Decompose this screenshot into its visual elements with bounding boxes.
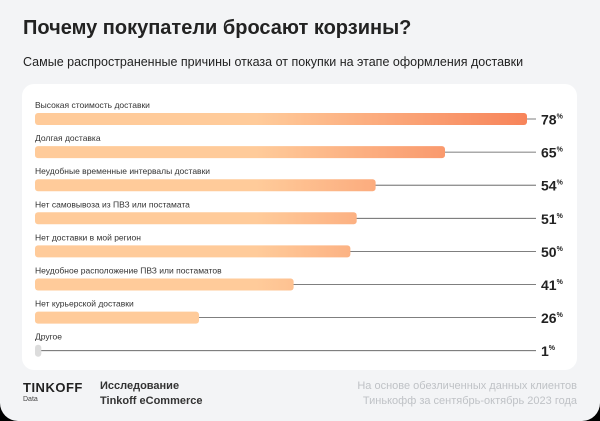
category-label: Нет курьерской доставки bbox=[35, 299, 134, 309]
bar bbox=[35, 179, 376, 192]
percent-sign: % bbox=[557, 279, 564, 286]
percent-sign: % bbox=[557, 147, 564, 154]
category-label: Нет самовывоза из ПВЗ или постамата bbox=[35, 199, 190, 209]
value-label: 26% bbox=[541, 310, 564, 326]
chart-subtitle: Самые распространенные причины отказа от… bbox=[23, 55, 524, 69]
percent-sign: % bbox=[557, 114, 564, 121]
bar bbox=[35, 245, 351, 258]
logo-subtitle: Data bbox=[23, 396, 38, 403]
value-label: 65% bbox=[541, 145, 564, 161]
study-line-1: Исследование bbox=[100, 380, 180, 392]
percent-sign: % bbox=[549, 345, 556, 352]
percent-sign: % bbox=[557, 213, 564, 220]
category-label: Неудобное расположение ПВЗ или постамато… bbox=[35, 266, 222, 276]
chart-title: Почему покупатели бросают корзины? bbox=[23, 17, 412, 39]
study-label: Исследование Tinkoff eCommerce bbox=[100, 379, 203, 409]
value-label: 51% bbox=[541, 211, 564, 227]
source-note-line-1: На основе обезличенных данных клиентов bbox=[357, 380, 577, 392]
value-label: 41% bbox=[541, 277, 564, 293]
percent-sign: % bbox=[557, 312, 564, 319]
bar bbox=[35, 146, 445, 159]
source-note-line-2: Тинькофф за сентябрь-октябрь 2023 года bbox=[362, 395, 577, 407]
category-label: Другое bbox=[35, 332, 62, 342]
value-label: 54% bbox=[541, 178, 564, 194]
percent-sign: % bbox=[557, 246, 564, 253]
tinkoff-logo: TINKOFF bbox=[23, 380, 83, 395]
study-line-2: Tinkoff eCommerce bbox=[100, 395, 203, 407]
bar bbox=[35, 212, 357, 225]
category-label: Нет доставки в мой регион bbox=[35, 232, 141, 242]
bar bbox=[35, 311, 199, 324]
percent-sign: % bbox=[557, 180, 564, 187]
bar bbox=[35, 278, 294, 291]
value-label: 1% bbox=[541, 343, 556, 359]
bar bbox=[35, 344, 42, 357]
value-label: 78% bbox=[541, 112, 564, 128]
bar bbox=[35, 113, 527, 125]
value-label: 50% bbox=[541, 244, 564, 260]
category-label: Высокая стоимость доставки bbox=[35, 100, 150, 110]
category-label: Долгая доставка bbox=[35, 133, 101, 143]
category-label: Неудобные временные интервалы доставки bbox=[35, 166, 210, 176]
source-note: На основе обезличенных данных клиентов Т… bbox=[357, 379, 577, 409]
